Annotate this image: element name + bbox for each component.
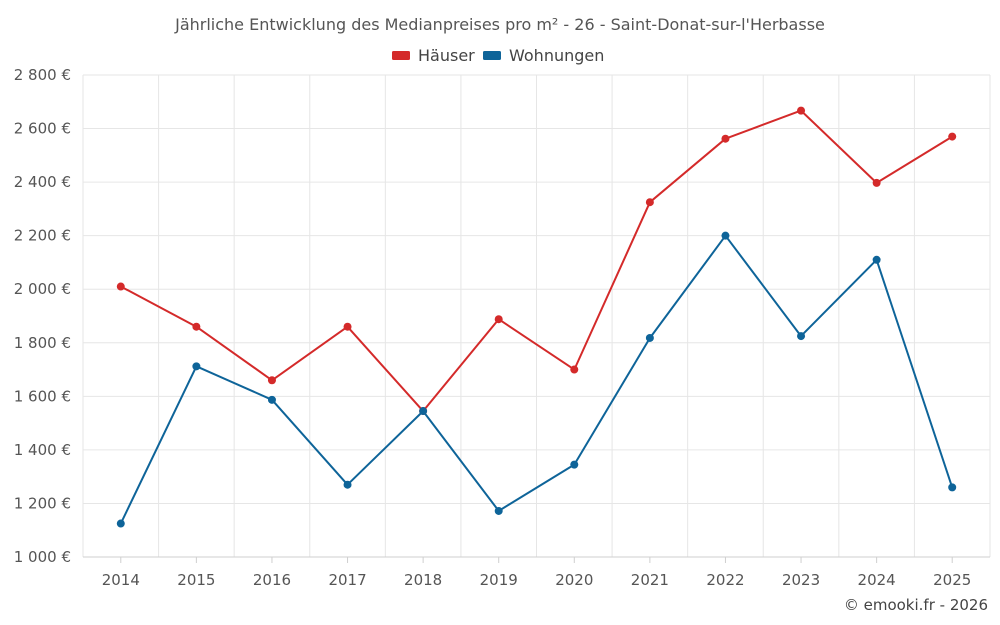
data-point-wohnungen[interactable] xyxy=(948,483,957,492)
data-point-wohnungen[interactable] xyxy=(267,395,276,404)
legend[interactable]: Häuser Wohnungen xyxy=(392,46,604,65)
data-point-wohnungen[interactable] xyxy=(872,255,881,264)
x-tick-label: 2025 xyxy=(933,571,971,589)
y-tick-label: 2 400 € xyxy=(14,173,71,191)
legend-label-wohnungen: Wohnungen xyxy=(509,46,604,65)
chart-title: Jährliche Entwicklung des Medianpreises … xyxy=(174,15,825,34)
x-tick-label: 2020 xyxy=(555,571,593,589)
legend-label-haeuser: Häuser xyxy=(418,46,475,65)
x-tick-label: 2022 xyxy=(706,571,744,589)
y-tick-label: 1 800 € xyxy=(14,334,71,352)
data-point-wohnungen[interactable] xyxy=(570,460,579,469)
data-point-wohnungen[interactable] xyxy=(343,480,352,489)
data-point-haeuser[interactable] xyxy=(494,315,503,324)
grid xyxy=(82,74,991,558)
data-point-haeuser[interactable] xyxy=(192,322,201,331)
x-tick-label: 2016 xyxy=(253,571,291,589)
x-tick-label: 2024 xyxy=(858,571,896,589)
credit-text: © emooki.fr - 2026 xyxy=(844,596,988,614)
data-point-haeuser[interactable] xyxy=(116,282,125,291)
data-point-haeuser[interactable] xyxy=(267,376,276,385)
series-line-haeuser xyxy=(120,109,953,413)
data-point-wohnungen[interactable] xyxy=(494,506,503,515)
legend-swatch-wohnungen xyxy=(483,51,501,60)
data-point-wohnungen[interactable] xyxy=(797,332,806,341)
data-point-haeuser[interactable] xyxy=(797,106,806,115)
y-tick-label: 1 400 € xyxy=(14,441,71,459)
legend-item-wohnungen[interactable]: Wohnungen xyxy=(483,46,604,65)
x-tick-label: 2019 xyxy=(480,571,518,589)
x-tick-label: 2023 xyxy=(782,571,820,589)
data-point-wohnungen[interactable] xyxy=(721,231,730,240)
y-tick-label: 2 000 € xyxy=(14,280,71,298)
x-tick-label: 2018 xyxy=(404,571,442,589)
data-point-haeuser[interactable] xyxy=(721,134,730,143)
axes: 1 000 € 1 200 € 1 400 € 1 600 € 1 800 € 2 000… xyxy=(14,66,990,589)
data-point-wohnungen[interactable] xyxy=(419,407,428,416)
data-point-haeuser[interactable] xyxy=(948,132,957,141)
legend-swatch-haeuser xyxy=(392,51,410,60)
x-tick-label: 2021 xyxy=(631,571,669,589)
x-tick-label: 2015 xyxy=(177,571,215,589)
data-point-haeuser[interactable] xyxy=(645,198,654,207)
y-tick-label: 2 800 € xyxy=(14,66,71,84)
data-point-wohnungen[interactable] xyxy=(645,333,654,342)
data-point-haeuser[interactable] xyxy=(872,178,881,187)
y-tick-label: 2 200 € xyxy=(14,227,71,245)
legend-item-haeuser[interactable]: Häuser xyxy=(392,46,475,65)
y-tick-label: 1 000 € xyxy=(14,548,71,566)
x-tick-label: 2014 xyxy=(102,571,140,589)
data-point-haeuser[interactable] xyxy=(570,365,579,374)
y-tick-label: 2 600 € xyxy=(14,120,71,138)
x-tick-label: 2017 xyxy=(328,571,366,589)
y-tick-label: 1 600 € xyxy=(14,387,71,405)
data-point-wohnungen[interactable] xyxy=(116,519,125,528)
series xyxy=(116,106,957,528)
data-point-wohnungen[interactable] xyxy=(192,362,201,371)
y-tick-label: 1 200 € xyxy=(14,494,71,512)
data-point-haeuser[interactable] xyxy=(343,322,352,331)
series-line-wohnungen xyxy=(119,234,954,524)
